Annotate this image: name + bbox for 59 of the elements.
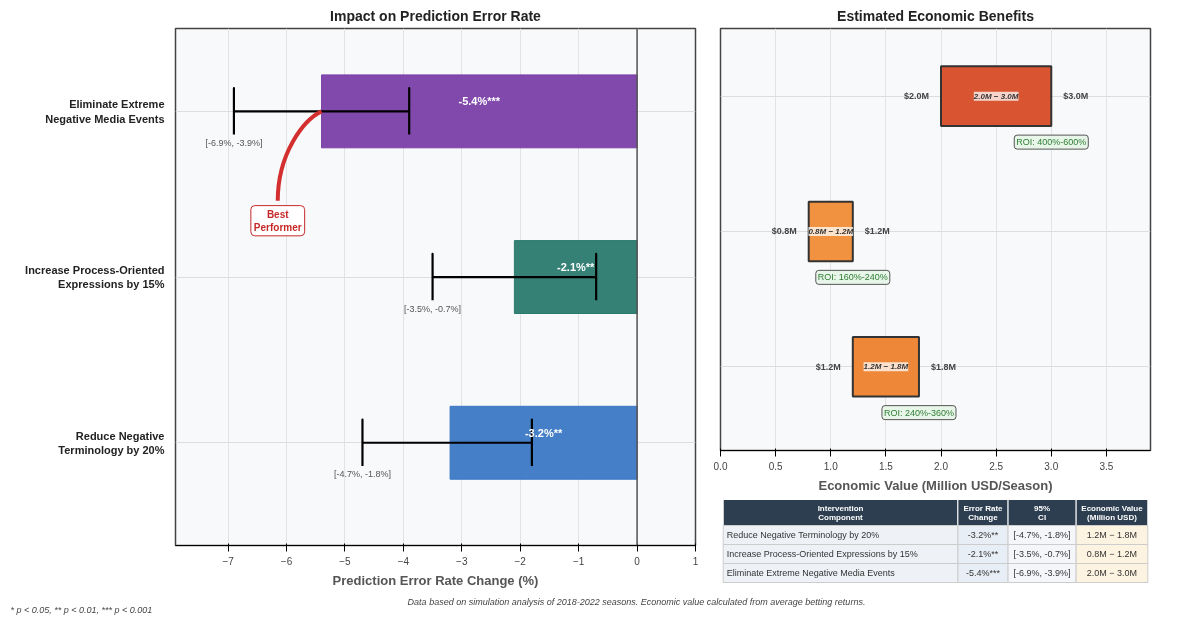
x-axis-title: Prediction Error Rate Change (%) <box>332 572 539 588</box>
x-tick-label: 3.5 <box>1099 460 1114 472</box>
category-label: 95% CI <box>1034 503 1051 522</box>
x-tick-label: −6 <box>280 555 293 567</box>
annotation: $1.8M <box>930 361 956 372</box>
chart-title: Impact on Prediction Error Rate <box>330 7 542 24</box>
annotation: [-3.5%, -0.7%] <box>404 303 462 314</box>
chart-title: Estimated Economic Benefits <box>837 7 1035 24</box>
text: Data based on simulation analysis of 2018-2022 seasons. Economic value calculated from average betting returns. <box>407 596 866 607</box>
y-tick-label: Reduce Negative Terminology by 20% <box>58 429 165 456</box>
x-tick-label: −1 <box>572 555 585 567</box>
x-tick-label: 0.5 <box>768 460 784 472</box>
x-tick-label: −2 <box>514 555 527 567</box>
x-tick-label: 0.0 <box>713 460 728 472</box>
x-tick-label: 1.0 <box>823 460 839 472</box>
text: Eliminate Extreme Negative Media Events <box>726 568 896 578</box>
text: -3.2%** <box>967 530 999 540</box>
x-tick-label: 2.5 <box>989 460 1004 472</box>
data-label: -2.1%** <box>557 261 596 274</box>
x-tick-label: 2.0 <box>934 460 949 472</box>
x-tick-label: 0 <box>634 555 641 567</box>
x-tick-label: −5 <box>339 555 352 567</box>
text: Reduce Negative Terminology by 20% <box>726 530 880 540</box>
x-tick-label: −4 <box>397 555 410 567</box>
text: * p < 0.05, ** p < 0.01, *** p < 0.001 <box>10 604 153 615</box>
y-tick-label: Eliminate Extreme Negative Media Events <box>45 98 165 125</box>
annotation: $1.2M <box>864 226 890 237</box>
text: -2.1%** <box>967 549 999 559</box>
annotation: $2.0M <box>904 91 930 102</box>
category-label: Economic Value (Million USD) <box>1081 503 1144 522</box>
data-label: -5.4%*** <box>458 95 501 108</box>
text: -5.4%*** <box>965 568 1001 578</box>
annotation: $1.2M <box>815 361 841 372</box>
text: Increase Process-Oriented Expressions by 15% <box>726 549 918 559</box>
annotation: $0.8M <box>771 226 797 237</box>
bar <box>851 335 920 398</box>
text: 1.2M − 1.8M <box>1086 530 1138 540</box>
x-tick-label: 1.5 <box>878 460 894 472</box>
annotation: ROI: 160%-240% <box>817 272 888 283</box>
text: [-3.5%, -0.7%] <box>1013 549 1071 559</box>
text: 2.0M − 3.0M <box>1086 568 1138 578</box>
text: 0.8M − 1.2M <box>1086 549 1138 559</box>
annotation: [-4.7%, -1.8%] <box>333 469 391 480</box>
bar <box>940 65 1053 127</box>
annotation: [-6.9%, -3.9%] <box>205 137 263 148</box>
x-axis-title: Economic Value (Million USD/Season) <box>818 477 1053 493</box>
text: [-4.7%, -1.8%] <box>1013 530 1071 540</box>
category-label: Error Rate Change <box>963 503 1004 522</box>
y-tick-label: Increase Process-Oriented Expressions by 15% <box>25 263 165 291</box>
x-tick-label: −7 <box>222 555 235 567</box>
annotation: ROI: 400%-600% <box>1016 137 1087 148</box>
x-tick-label: 1 <box>692 555 699 567</box>
annotation: $3.0M <box>1063 91 1089 102</box>
category-label: Intervention Component <box>817 503 864 522</box>
x-tick-label: −3 <box>456 555 468 567</box>
annotation: ROI: 240%-360% <box>883 407 954 418</box>
text: [-6.9%, -3.9%] <box>1013 568 1071 578</box>
x-tick-label: 3.0 <box>1044 460 1059 472</box>
annotation: Best Performer <box>253 208 302 233</box>
